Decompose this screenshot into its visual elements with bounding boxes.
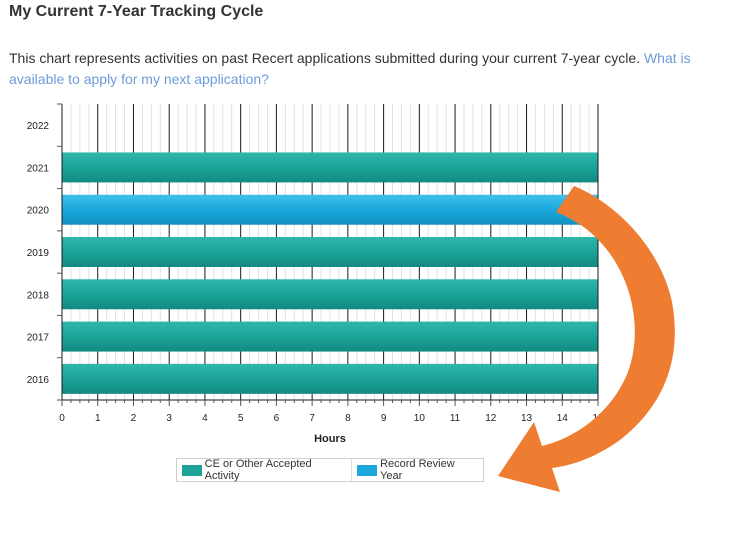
x-tick-label: 1 xyxy=(95,413,101,424)
y-tick-label: 2020 xyxy=(27,206,50,217)
x-tick-label: 12 xyxy=(485,413,497,424)
x-tick-label: 7 xyxy=(309,413,315,424)
x-tick-label: 2 xyxy=(131,413,137,424)
x-tick-label: 15 xyxy=(592,413,604,424)
next-application-link[interactable]: What is available to apply for my next a… xyxy=(9,50,691,87)
chart-description: This chart represents activities on past… xyxy=(9,48,744,90)
x-tick-label: 0 xyxy=(59,413,65,424)
legend-label-record-review: Record Review Year xyxy=(380,458,455,482)
x-tick-label: 14 xyxy=(557,413,569,424)
legend-swatch-ce xyxy=(182,464,202,476)
y-tick-label: 2019 xyxy=(27,248,50,259)
x-tick-label: 10 xyxy=(414,413,426,424)
x-tick-label: 5 xyxy=(238,413,244,424)
page-title: My Current 7-Year Tracking Cycle xyxy=(9,3,264,20)
y-tick-label: 2022 xyxy=(27,121,50,132)
chart-legend: CE or Other Accepted Activity Record Rev… xyxy=(176,458,484,482)
x-tick-label: 4 xyxy=(202,413,208,424)
bar-2020-record-review xyxy=(62,194,598,225)
y-tick-label: 2016 xyxy=(27,375,50,386)
bar-2017-ce-activity xyxy=(62,321,598,352)
legend-label-ce: CE or Other Accepted Activity xyxy=(204,458,312,482)
x-tick-label: 13 xyxy=(521,413,533,424)
x-tick-label: 6 xyxy=(274,413,280,424)
legend-swatch-record-review xyxy=(357,464,378,476)
description-text: This chart represents activities on past… xyxy=(9,50,641,66)
x-tick-label: 8 xyxy=(345,413,351,424)
bar-2018-ce-activity xyxy=(62,279,598,310)
x-axis-title: Hours xyxy=(314,433,346,445)
bar-2016-ce-activity xyxy=(62,363,598,394)
bar-2019-ce-activity xyxy=(62,237,598,267)
x-tick-label: 11 xyxy=(450,413,461,424)
y-tick-label: 2017 xyxy=(27,333,50,344)
x-tick-label: 3 xyxy=(166,413,172,424)
bar-2021-ce-activity xyxy=(62,152,598,183)
y-tick-label: 2021 xyxy=(27,163,50,174)
legend-item-ce-activity[interactable]: CE or Other Accepted Activity xyxy=(177,458,351,482)
x-tick-label: 9 xyxy=(381,413,387,424)
y-tick-label: 2018 xyxy=(27,290,50,301)
legend-item-record-review[interactable]: Record Review Year xyxy=(351,458,483,482)
